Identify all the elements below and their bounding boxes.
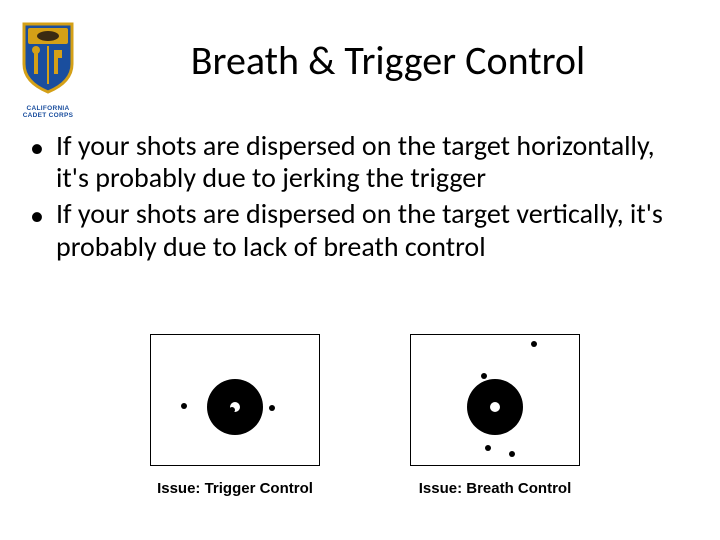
target-right: Issue: Breath Control <box>410 334 580 497</box>
targets-row: Issue: Trigger Control Issue: Breath Con… <box>150 334 580 497</box>
shot-dot <box>181 403 187 409</box>
shot-dot <box>481 373 487 379</box>
shot-dot <box>485 445 491 451</box>
bullet-dot-icon: • <box>30 130 56 194</box>
bullet-item: • If your shots are dispersed on the tar… <box>30 198 680 262</box>
shot-dot <box>269 405 275 411</box>
bullseye-icon <box>207 379 263 435</box>
bullseye-icon <box>467 379 523 435</box>
target-left: Issue: Trigger Control <box>150 334 320 497</box>
slide-title: Breath & Trigger Control <box>118 36 658 85</box>
bullet-text: If your shots are dispersed on the targe… <box>56 130 680 194</box>
shield-icon <box>20 20 76 98</box>
target-box-horizontal <box>150 334 320 466</box>
org-logo: CALIFORNIA CADET CORPS <box>20 20 76 119</box>
bullet-item: • If your shots are dispersed on the tar… <box>30 130 680 194</box>
bullet-text: If your shots are dispersed on the targe… <box>56 198 680 262</box>
shot-dot <box>509 451 515 457</box>
shot-dot <box>505 417 511 423</box>
slide: CALIFORNIA CADET CORPS Breath & Trigger … <box>0 0 720 540</box>
shot-dot <box>217 411 223 417</box>
shot-dot <box>531 341 537 347</box>
logo-caption: CALIFORNIA CADET CORPS <box>20 105 76 119</box>
bullet-dot-icon: • <box>30 198 56 262</box>
slide-body: • If your shots are dispersed on the tar… <box>30 130 680 267</box>
target-caption-left: Issue: Trigger Control <box>157 480 313 497</box>
shot-dot <box>229 407 235 413</box>
target-box-vertical <box>410 334 580 466</box>
target-caption-right: Issue: Breath Control <box>419 480 572 497</box>
